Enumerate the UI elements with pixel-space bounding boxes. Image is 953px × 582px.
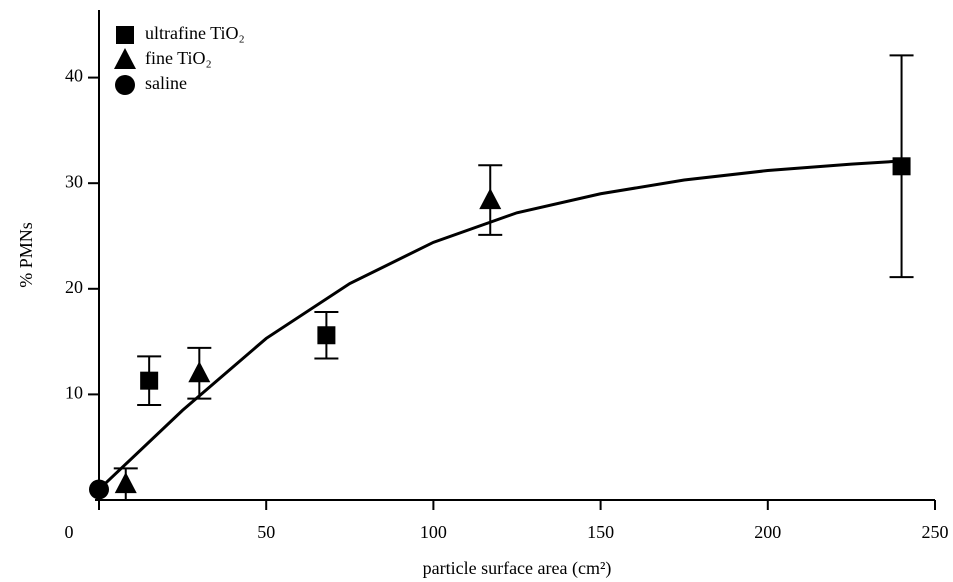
legend-marker — [115, 75, 135, 95]
data-point — [140, 371, 159, 390]
x-tick-label: 150 — [587, 522, 614, 542]
x-tick-label: 50 — [257, 522, 275, 542]
x-tick-label: 0 — [65, 522, 74, 542]
y-tick-label: 10 — [65, 383, 83, 403]
data-point — [479, 188, 502, 210]
legend-label: ultrafine TiO₂ — [145, 23, 245, 43]
x-tick-label: 250 — [922, 522, 949, 542]
x-axis-label: particle surface area (cm²) — [423, 558, 612, 579]
y-axis-label: % PMNs — [16, 222, 36, 288]
data-point — [317, 326, 336, 345]
legend-label: fine TiO₂ — [145, 48, 212, 68]
y-tick-label: 40 — [65, 66, 83, 86]
legend-label: saline — [145, 73, 187, 93]
y-tick-label: 30 — [65, 171, 83, 191]
data-point — [114, 472, 137, 494]
legend-marker — [114, 48, 136, 69]
x-tick-label: 200 — [754, 522, 781, 542]
y-tick-label: 20 — [65, 277, 83, 297]
x-tick-label: 100 — [420, 522, 447, 542]
data-point — [188, 361, 211, 383]
fit-curve — [97, 159, 902, 491]
legend-marker — [116, 26, 134, 44]
